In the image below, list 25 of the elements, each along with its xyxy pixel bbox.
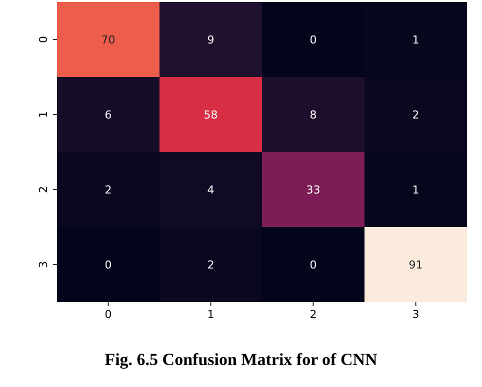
x-tick-label: 3 [412, 308, 420, 321]
data-label: 58 [204, 108, 218, 122]
data-label: 4 [207, 183, 214, 196]
data-label: 91 [408, 258, 423, 272]
x-tick-label: 0 [104, 308, 112, 321]
x-tick-label: 2 [310, 308, 317, 321]
data-label: 0 [104, 258, 112, 272]
data-label: 70 [101, 33, 116, 46]
data-label: 6 [104, 108, 112, 122]
text: Fig. 6.5 Confusion Matrix for of CNN [104, 350, 378, 369]
data-label: 0 [310, 258, 317, 272]
data-label: 0 [310, 33, 317, 46]
data-label: 1 [412, 183, 420, 196]
y-tick-label: 0 [37, 36, 50, 43]
data-label: 33 [306, 183, 320, 196]
y-tick-label: 3 [37, 261, 50, 268]
data-label: 1 [412, 33, 420, 46]
y-tick-label: 2 [37, 186, 50, 193]
y-tick-label: 1 [37, 111, 50, 118]
data-label: 8 [310, 108, 317, 122]
data-label: 2 [207, 258, 214, 272]
data-label: 9 [207, 33, 214, 46]
data-label: 2 [412, 108, 420, 122]
x-tick-label: 1 [207, 308, 214, 321]
data-label: 2 [104, 183, 112, 196]
